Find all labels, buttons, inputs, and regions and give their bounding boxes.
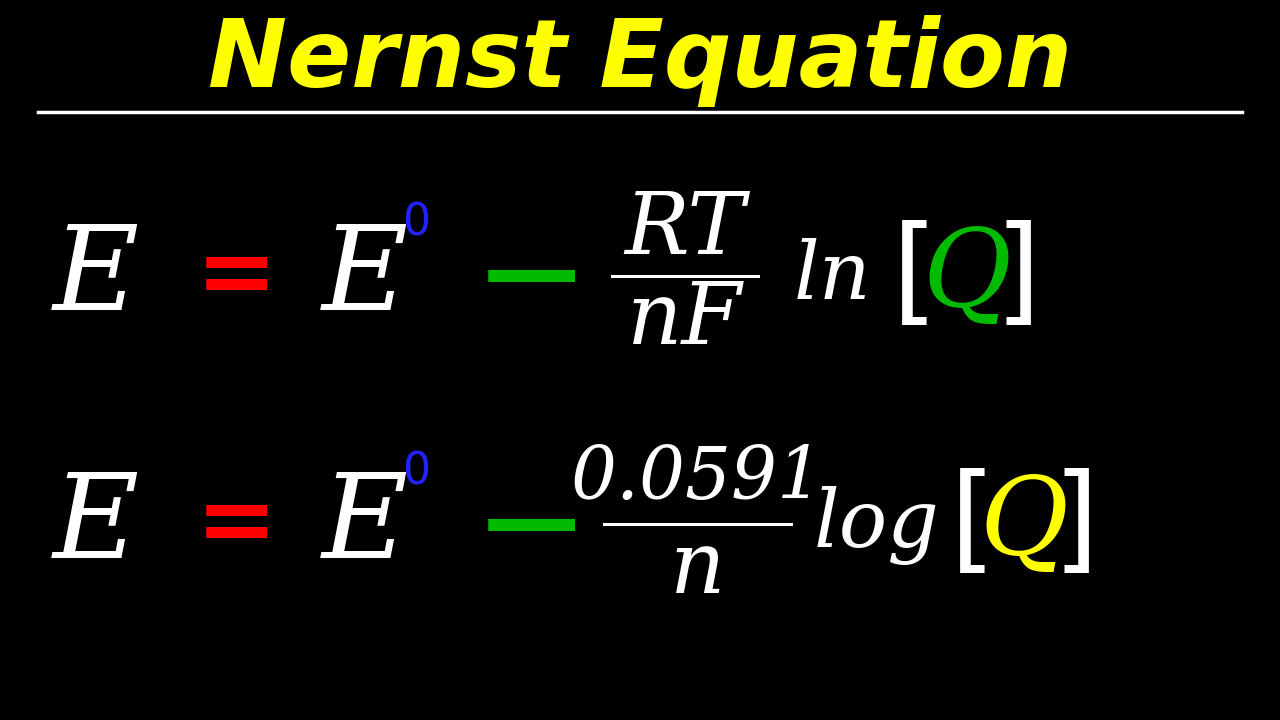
Text: Q: Q: [922, 225, 1011, 330]
Text: =: =: [196, 479, 278, 572]
Text: [: [: [950, 468, 996, 583]
Text: [: [: [892, 220, 938, 335]
Text: —: —: [483, 229, 580, 323]
Text: ln: ln: [794, 238, 870, 316]
Text: E: E: [321, 468, 408, 583]
Text: —: —: [483, 477, 580, 571]
Text: n: n: [669, 528, 726, 610]
Text: Nernst Equation: Nernst Equation: [207, 15, 1073, 107]
Text: E: E: [52, 220, 140, 335]
Text: Q: Q: [979, 473, 1069, 578]
Text: 0: 0: [402, 450, 430, 493]
Text: log: log: [814, 486, 940, 565]
Text: E: E: [321, 220, 408, 335]
Text: ]: ]: [995, 220, 1041, 335]
Text: E: E: [52, 468, 140, 583]
Text: 0: 0: [402, 202, 430, 245]
Text: ]: ]: [1052, 468, 1098, 583]
Text: =: =: [196, 230, 278, 324]
Text: RT: RT: [625, 189, 745, 271]
Text: 0.0591: 0.0591: [571, 444, 824, 514]
Text: nF: nF: [627, 279, 742, 361]
